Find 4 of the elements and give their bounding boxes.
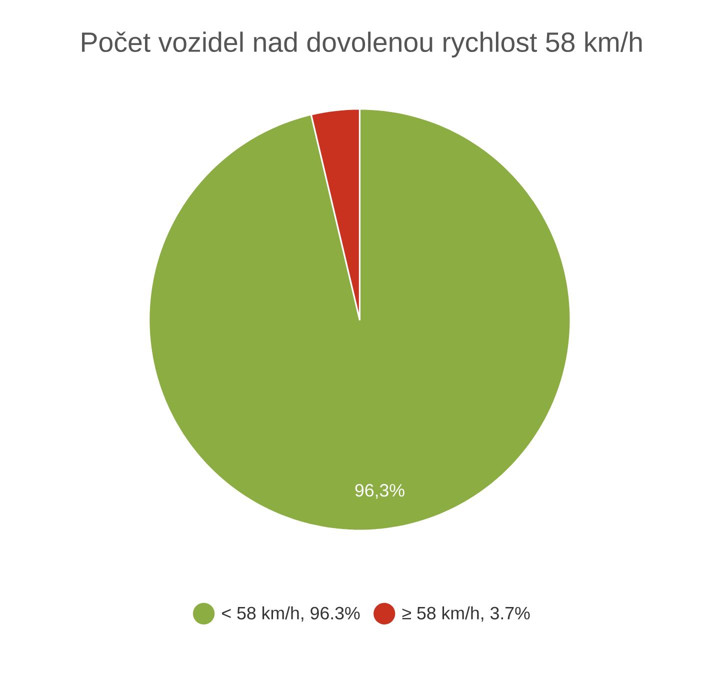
legend-label: < 58 km/h, 96.3% <box>222 606 360 622</box>
chart-title: Počet vozidel nad dovolenou rychlost 58 km/h <box>82 32 642 58</box>
legend-label: ≥ 58 km/h, 3.7% <box>402 606 530 622</box>
data-label: 96,3% <box>355 484 404 499</box>
